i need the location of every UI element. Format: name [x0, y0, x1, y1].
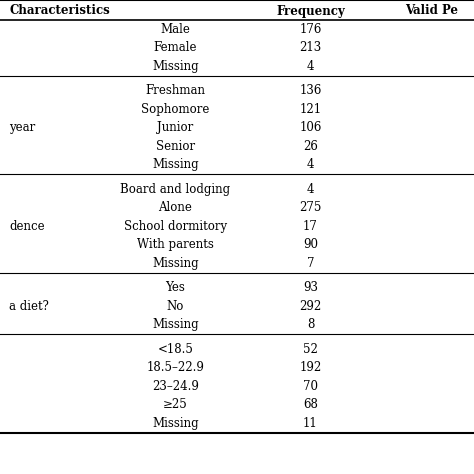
Text: Missing: Missing [152, 257, 199, 270]
Text: 93: 93 [303, 281, 318, 294]
Text: 4: 4 [307, 183, 314, 196]
Text: 275: 275 [299, 201, 322, 214]
Text: <18.5: <18.5 [157, 343, 193, 356]
Text: Missing: Missing [152, 417, 199, 430]
Text: Valid Pe: Valid Pe [405, 4, 458, 18]
Text: 4: 4 [307, 158, 314, 171]
Text: 106: 106 [299, 121, 322, 134]
Text: Sophomore: Sophomore [141, 103, 210, 116]
Text: 26: 26 [303, 140, 318, 153]
Text: 176: 176 [299, 23, 322, 36]
Text: Frequency: Frequency [276, 4, 345, 18]
Text: year: year [9, 121, 36, 134]
Text: Alone: Alone [158, 201, 192, 214]
Text: 121: 121 [300, 103, 321, 116]
Text: 136: 136 [299, 84, 322, 97]
Text: Freshman: Freshman [146, 84, 205, 97]
Text: 70: 70 [303, 380, 318, 393]
Text: 68: 68 [303, 398, 318, 411]
Text: Board and lodging: Board and lodging [120, 183, 230, 196]
Text: ≥25: ≥25 [163, 398, 188, 411]
Text: 90: 90 [303, 238, 318, 251]
Text: Junior: Junior [157, 121, 193, 134]
Text: Characteristics: Characteristics [9, 4, 110, 18]
Text: 192: 192 [300, 361, 321, 374]
Text: 8: 8 [307, 318, 314, 331]
Text: Missing: Missing [152, 158, 199, 171]
Text: Missing: Missing [152, 60, 199, 73]
Text: 11: 11 [303, 417, 318, 430]
Text: 18.5–22.9: 18.5–22.9 [146, 361, 204, 374]
Text: 52: 52 [303, 343, 318, 356]
Text: Missing: Missing [152, 318, 199, 331]
Text: Female: Female [154, 41, 197, 54]
Text: 292: 292 [300, 300, 321, 313]
Text: a diet?: a diet? [9, 300, 49, 313]
Text: Senior: Senior [156, 140, 195, 153]
Text: 4: 4 [307, 60, 314, 73]
Text: dence: dence [9, 220, 45, 233]
Text: 7: 7 [307, 257, 314, 270]
Text: No: No [167, 300, 184, 313]
Text: 213: 213 [300, 41, 321, 54]
Text: With parents: With parents [137, 238, 214, 251]
Text: Male: Male [160, 23, 191, 36]
Text: 17: 17 [303, 220, 318, 233]
Text: Yes: Yes [165, 281, 185, 294]
Text: 23–24.9: 23–24.9 [152, 380, 199, 393]
Text: School dormitory: School dormitory [124, 220, 227, 233]
